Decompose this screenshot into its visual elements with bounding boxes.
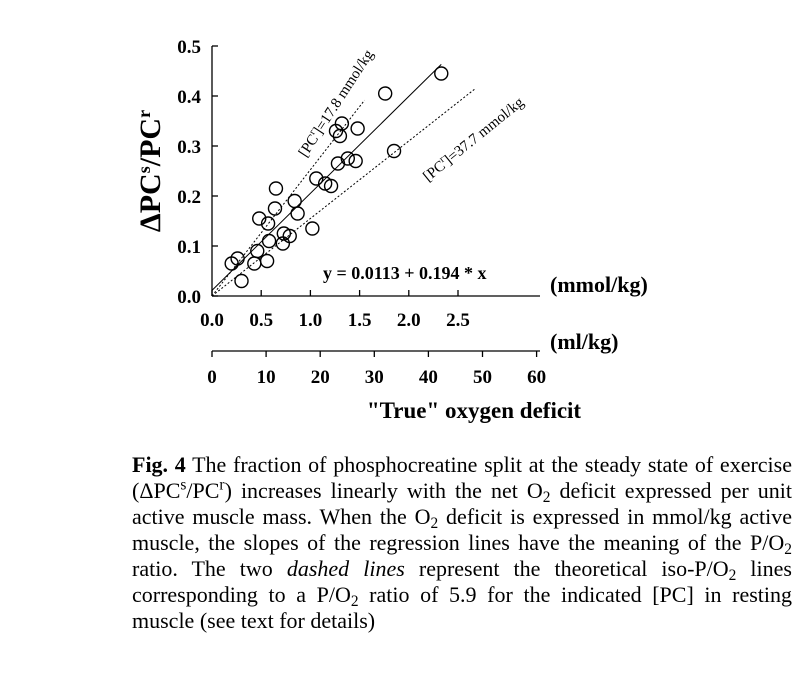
data-point [305, 221, 320, 236]
caption-text-segment: ratio. The two [132, 556, 287, 581]
caption-text-segment: 2 [350, 592, 359, 610]
y-tick-label: 0.1 [177, 237, 201, 258]
data-point [287, 193, 302, 209]
data-point [250, 243, 265, 259]
data-point [261, 233, 277, 249]
x-primary-ticks: 0.0 0.5 1.0 1.5 2.0 2.5 [200, 290, 470, 331]
x-secondary-unit: (ml/kg) [550, 329, 618, 354]
x-primary-tick-label: 1.0 [299, 310, 323, 331]
data-point [340, 151, 355, 166]
data-point [386, 143, 402, 159]
caption-text-segment: deficit expressed per unit active muscle… [132, 478, 792, 529]
x-axis-title: "True" oxygen deficit [367, 398, 582, 423]
data-point [259, 253, 275, 269]
x-secondary-tick-label: 30 [365, 367, 384, 388]
data-point [290, 206, 305, 221]
iso-line-label-37.7: [PCr]=37.7 mmol/kg [419, 93, 527, 186]
x-primary-tick-label: 2.5 [446, 310, 470, 331]
caption-text-segment: ratio of 5.9 for the indicated [PC] in r… [132, 582, 793, 633]
data-point [267, 201, 283, 216]
caption-text-segment: deficit is expressed in mmol/kg active m… [132, 504, 792, 555]
data-point [282, 228, 297, 244]
data-point [350, 121, 365, 136]
x-primary-tick-label: 1.5 [348, 310, 372, 331]
data-point [268, 181, 284, 196]
x-secondary-tick-label: 0 [207, 367, 217, 388]
regression-equation: y = 0.0113 + 0.194 * x [323, 263, 487, 283]
caption-text-segment: s [180, 476, 187, 494]
iso-line-label-17.8: [PCr]=17.8 mmol/kg [294, 46, 377, 160]
caption-text-segment: 2 [542, 488, 551, 506]
y-tick-label: 0.0 [177, 287, 201, 308]
figure-caption: Fig. 4 The fraction of phosphocreatine s… [132, 452, 792, 634]
y-tick-label: 0.4 [177, 87, 201, 108]
x-secondary-tick-label: 20 [311, 367, 330, 388]
caption-text-segment: dashed lines [286, 556, 405, 581]
y-axis-title: ΔPCs/PCr [134, 110, 167, 232]
data-point [260, 216, 276, 231]
figure-chart: 0.0 0.1 0.2 0.3 0.4 0.5 0.0 0.5 1.0 1.5 2.0 2.5 0 1… [134, 37, 648, 423]
y-tick-label: 0.2 [177, 187, 201, 208]
caption-text-segment: represent the theoretical iso-P/O [404, 556, 729, 581]
x-secondary-ticks: 0 10 20 30 40 50 60 [207, 351, 546, 388]
x-primary-unit: (mmol/kg) [550, 272, 648, 297]
x-secondary-tick-label: 50 [473, 367, 492, 388]
caption-text-segment: 2 [784, 540, 792, 558]
chart-svg: 0.0 0.1 0.2 0.3 0.4 0.5 0.0 0.5 1.0 1.5 2.0 2.5 0 1… [134, 37, 648, 423]
data-point [334, 116, 350, 131]
x-primary-tick-label: 0.5 [249, 310, 273, 331]
caption-text-segment: 2 [430, 514, 439, 532]
data-point [348, 153, 363, 169]
caption-text-segment: lines corresponding to a P/O [132, 556, 792, 607]
data-point [377, 86, 393, 101]
x-secondary-tick-label: 40 [419, 367, 438, 388]
x-secondary-tick-label: 60 [527, 367, 546, 388]
data-point [434, 66, 449, 81]
x-secondary-tick-label: 10 [257, 367, 276, 388]
caption-text-segment: 2 [728, 566, 737, 584]
data-point [234, 273, 249, 289]
x-primary-tick-label: 0.0 [200, 310, 224, 331]
data-point [247, 256, 262, 271]
data-point [330, 156, 346, 171]
axes [211, 46, 540, 352]
data-point [230, 251, 245, 266]
y-ticks: 0.0 0.1 0.2 0.3 0.4 0.5 [177, 37, 218, 308]
y-tick-label: 0.5 [177, 37, 201, 58]
caption-text-segment: /PC [186, 478, 220, 503]
data-point [252, 211, 267, 226]
caption-text-segment: r [219, 476, 225, 494]
caption-figure-label: Fig. 4 [132, 452, 186, 477]
data-point [309, 171, 324, 186]
x-primary-tick-label: 2.0 [397, 310, 421, 331]
caption-text-segment: ) increases linearly with the net O [224, 478, 543, 503]
data-points [224, 66, 449, 289]
y-tick-label: 0.3 [177, 137, 201, 158]
caption-text-segment: The fraction of phosphocreatine split at… [132, 452, 792, 503]
data-point [323, 178, 339, 194]
